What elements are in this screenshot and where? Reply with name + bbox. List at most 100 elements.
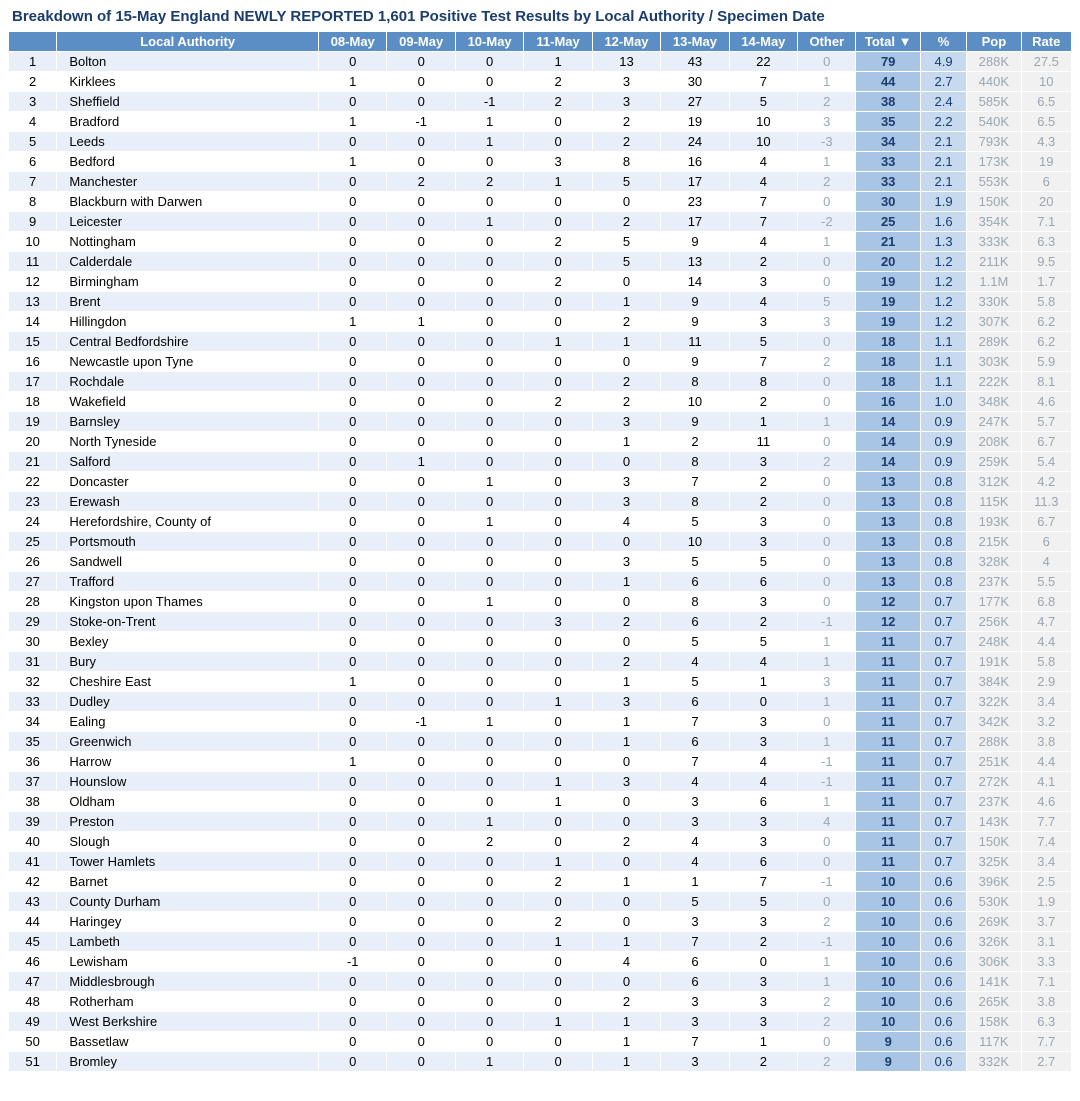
cell-total: 13 <box>856 472 920 492</box>
cell-pop: 211K <box>967 252 1021 272</box>
cell-day: 0 <box>524 552 592 572</box>
cell-total: 12 <box>856 592 920 612</box>
cell-day: 0 <box>387 852 455 872</box>
table-row: 6Bedford100381641332.1173K19 <box>9 152 1072 172</box>
cell-other: 1 <box>798 952 856 972</box>
cell-day: 0 <box>455 672 523 692</box>
cell-day: 19 <box>661 112 729 132</box>
col-percent[interactable]: % <box>920 32 966 52</box>
cell-day: 2 <box>729 252 797 272</box>
cell-day: 0 <box>387 332 455 352</box>
col-local-authority[interactable]: Local Authority <box>57 32 319 52</box>
cell-day: 0 <box>319 832 387 852</box>
cell-rank: 4 <box>9 112 57 132</box>
cell-other: -3 <box>798 132 856 152</box>
cell-total: 18 <box>856 332 920 352</box>
cell-day: 5 <box>661 552 729 572</box>
cell-day: 2 <box>592 132 660 152</box>
cell-percent: 0.6 <box>920 1052 966 1072</box>
cell-day: 1 <box>729 412 797 432</box>
table-row: 43County Durham00000550100.6530K1.9 <box>9 892 1072 912</box>
cell-percent: 0.7 <box>920 632 966 652</box>
cell-local-authority: Preston <box>57 812 319 832</box>
cell-day: 1 <box>592 332 660 352</box>
cell-total: 13 <box>856 532 920 552</box>
cell-day: 3 <box>592 552 660 572</box>
col-pop[interactable]: Pop <box>967 32 1021 52</box>
cell-day: 0 <box>387 752 455 772</box>
cell-local-authority: Haringey <box>57 912 319 932</box>
cell-local-authority: West Berkshire <box>57 1012 319 1032</box>
cell-day: 3 <box>729 992 797 1012</box>
cell-day: 6 <box>661 732 729 752</box>
cell-local-authority: Birmingham <box>57 272 319 292</box>
cell-day: 5 <box>661 672 729 692</box>
table-row: 4Bradford1-110219103352.2540K6.5 <box>9 112 1072 132</box>
cell-rate: 6.5 <box>1021 92 1071 112</box>
cell-day: 0 <box>387 392 455 412</box>
cell-day: 0 <box>524 532 592 552</box>
cell-day: 3 <box>729 312 797 332</box>
col-11-may[interactable]: 11-May <box>524 32 592 52</box>
col-08-may[interactable]: 08-May <box>319 32 387 52</box>
cell-pop: 303K <box>967 352 1021 372</box>
cell-day: 0 <box>455 872 523 892</box>
cell-other: 0 <box>798 252 856 272</box>
col-13-may[interactable]: 13-May <box>661 32 729 52</box>
cell-day: 2 <box>729 1052 797 1072</box>
cell-day: 43 <box>661 52 729 72</box>
cell-day: 3 <box>729 832 797 852</box>
cell-day: 0 <box>524 252 592 272</box>
cell-day: 0 <box>455 972 523 992</box>
cell-day: 7 <box>729 872 797 892</box>
cell-day: 0 <box>455 52 523 72</box>
cell-day: 0 <box>319 692 387 712</box>
cell-day: 0 <box>387 52 455 72</box>
cell-rank: 50 <box>9 1032 57 1052</box>
cell-rank: 10 <box>9 232 57 252</box>
col-rank[interactable] <box>9 32 57 52</box>
cell-total: 21 <box>856 232 920 252</box>
cell-total: 11 <box>856 732 920 752</box>
cell-other: 1 <box>798 152 856 172</box>
cell-day: 0 <box>387 892 455 912</box>
cell-other: 4 <box>798 812 856 832</box>
cell-day: 0 <box>592 912 660 932</box>
col-10-may[interactable]: 10-May <box>455 32 523 52</box>
table-body: 1Bolton00011343220794.9288K27.52Kirklees… <box>9 52 1072 1072</box>
col-total[interactable]: Total ▼ <box>856 32 920 52</box>
cell-percent: 0.7 <box>920 772 966 792</box>
cell-percent: 1.2 <box>920 252 966 272</box>
cell-day: 9 <box>661 232 729 252</box>
col-09-may[interactable]: 09-May <box>387 32 455 52</box>
cell-local-authority: Bromley <box>57 1052 319 1072</box>
col-other[interactable]: Other <box>798 32 856 52</box>
cell-day: 2 <box>387 172 455 192</box>
cell-local-authority: Bedford <box>57 152 319 172</box>
cell-day: 0 <box>387 272 455 292</box>
cell-rate: 4.3 <box>1021 132 1071 152</box>
cell-day: -1 <box>387 712 455 732</box>
cell-rate: 3.2 <box>1021 712 1071 732</box>
cell-local-authority: Bolton <box>57 52 319 72</box>
cell-percent: 2.1 <box>920 172 966 192</box>
col-12-may[interactable]: 12-May <box>592 32 660 52</box>
cell-day: 3 <box>729 592 797 612</box>
table-row: 25Portsmouth000001030130.8215K6 <box>9 532 1072 552</box>
cell-rank: 20 <box>9 432 57 452</box>
cell-total: 18 <box>856 372 920 392</box>
cell-day: 0 <box>592 892 660 912</box>
cell-day: 0 <box>319 632 387 652</box>
cell-day: 4 <box>592 512 660 532</box>
cell-day: 0 <box>524 1052 592 1072</box>
cell-day: 2 <box>524 272 592 292</box>
col-rate[interactable]: Rate <box>1021 32 1071 52</box>
col-14-may[interactable]: 14-May <box>729 32 797 52</box>
cell-day: 0 <box>455 452 523 472</box>
cell-day: 6 <box>661 972 729 992</box>
cell-rank: 8 <box>9 192 57 212</box>
cell-other: 3 <box>798 112 856 132</box>
cell-day: 0 <box>387 412 455 432</box>
cell-pop: 150K <box>967 192 1021 212</box>
cell-day: 0 <box>524 892 592 912</box>
